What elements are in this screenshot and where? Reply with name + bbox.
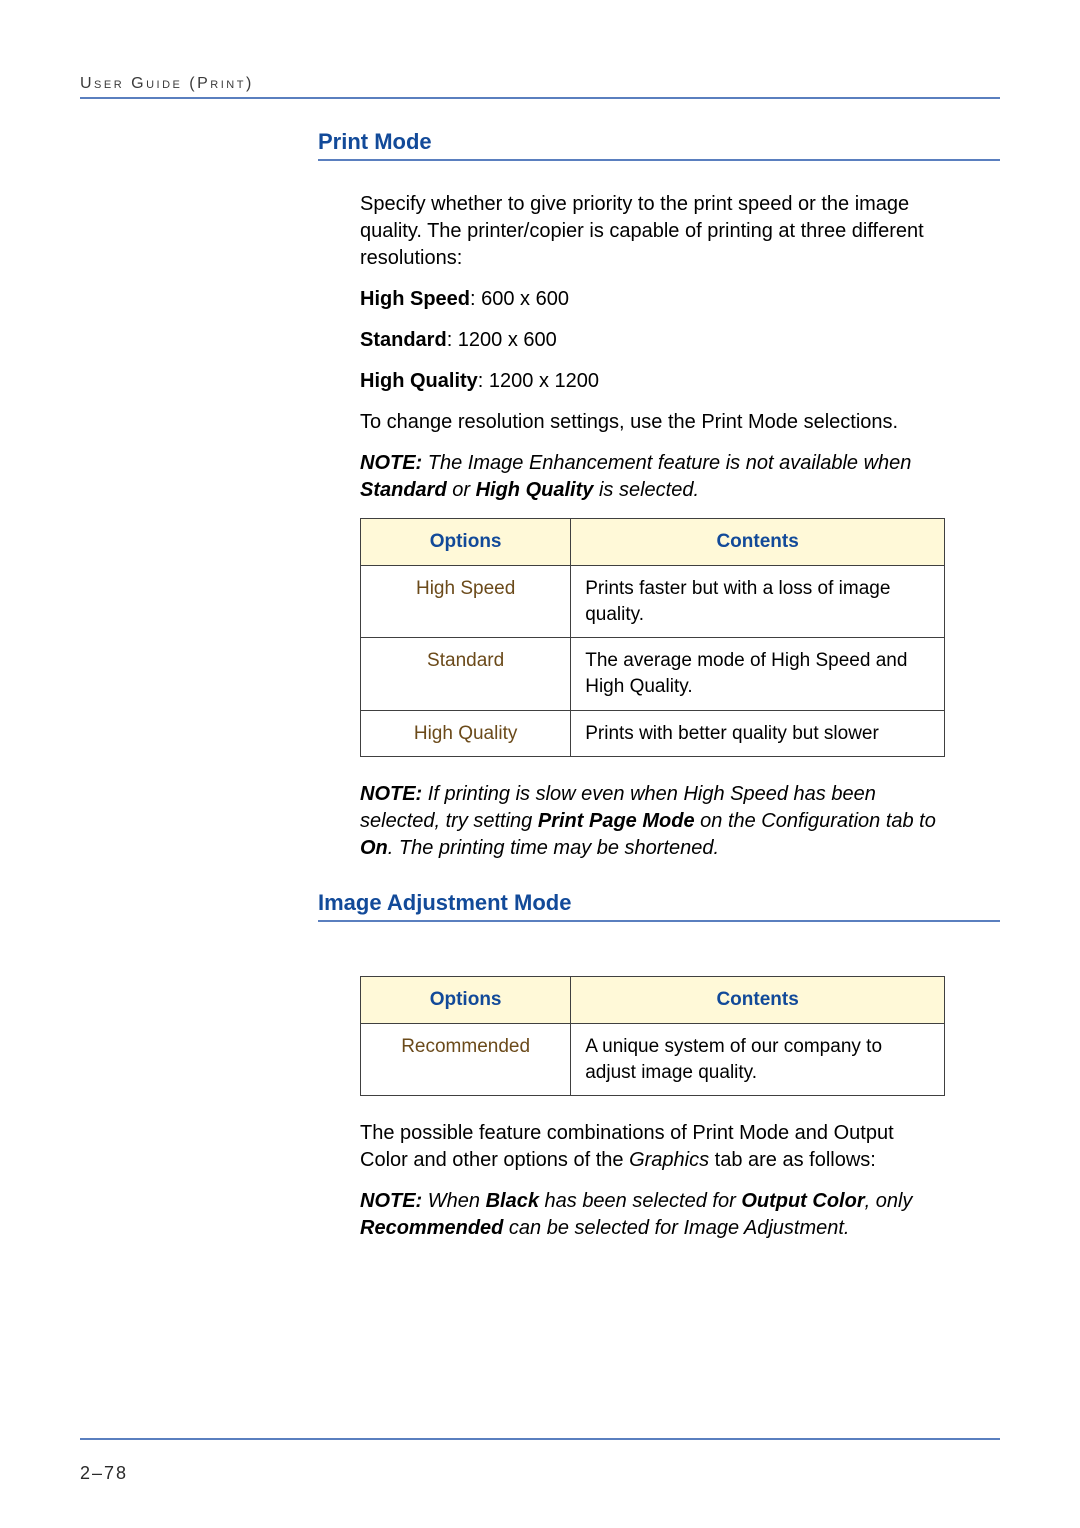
resolution-line: Standard: 1200 x 600 [360,327,945,354]
running-head: User Guide (Print) [80,75,1000,93]
combo-italic: Graphics [629,1149,709,1171]
th-contents: Contents [571,519,945,566]
note-strong: Black [486,1190,539,1212]
note-strong: Standard [360,479,447,501]
note-prefix: NOTE: [360,783,422,805]
section-print-mode: Print Mode [318,129,1000,161]
page-number: 2–78 [80,1463,128,1484]
note-text: is selected. [593,479,699,501]
print-mode-body: Specify whether to give priority to the … [360,191,945,862]
note-text: or [447,479,476,501]
print-mode-note-1: NOTE: The Image Enhancement feature is n… [360,450,945,504]
res-value: : 600 x 600 [470,288,569,310]
note-text: , only [865,1190,913,1212]
content-cell: Prints with better quality but slower [571,710,945,757]
table-header-row: Options Contents [361,519,945,566]
table-row: High Speed Prints faster but with a loss… [361,566,945,638]
opt-cell: Recommended [361,1024,571,1096]
th-options: Options [361,977,571,1024]
th-contents: Contents [571,977,945,1024]
image-adj-body: Options Contents Recommended A unique sy… [360,976,945,1242]
note-text: can be selected for Image Adjustment. [503,1217,849,1239]
content-cell: The average mode of High Speed and High … [571,638,945,710]
heading-print-mode: Print Mode [318,129,1000,161]
print-mode-intro: Specify whether to give priority to the … [360,191,945,272]
options-table: Options Contents High Speed Prints faste… [360,518,945,757]
print-mode-table: Options Contents High Speed Prints faste… [360,518,945,757]
table-header-row: Options Contents [361,977,945,1024]
content-cell: A unique system of our company to adjust… [571,1024,945,1096]
res-label: High Quality [360,370,478,392]
image-adj-note: NOTE: When Black has been selected for O… [360,1188,945,1242]
image-adj-table: Options Contents Recommended A unique sy… [360,976,945,1096]
opt-cell: High Quality [361,710,571,757]
page: User Guide (Print) Print Mode Specify wh… [0,0,1080,1528]
options-table: Options Contents Recommended A unique sy… [360,976,945,1096]
note-text: The Image Enhancement feature is not ava… [422,452,911,474]
res-value: : 1200 x 600 [447,329,557,351]
table-row: Recommended A unique system of our compa… [361,1024,945,1096]
res-label: High Speed [360,288,470,310]
res-value: : 1200 x 1200 [478,370,599,392]
footer-rule [80,1438,1000,1440]
combo-para: The possible feature combinations of Pri… [360,1120,945,1174]
running-head-paren: (Print) [189,75,254,92]
resolution-line: High Quality: 1200 x 1200 [360,368,945,395]
note-strong: Output Color [741,1190,864,1212]
change-resolution-line: To change resolution settings, use the P… [360,409,945,436]
opt-cell: Standard [361,638,571,710]
th-options: Options [361,519,571,566]
note-text: on the Configuration tab to [695,810,936,832]
note-strong: High Quality [476,479,594,501]
note-text: has been selected for [539,1190,741,1212]
resolution-line: High Speed: 600 x 600 [360,286,945,313]
note-strong: Recommended [360,1217,503,1239]
section-image-adjustment: Image Adjustment Mode [318,890,1000,922]
heading-image-adjustment: Image Adjustment Mode [318,890,1000,922]
note-text: . The printing time may be shortened. [388,837,719,859]
note-prefix: NOTE: [360,1190,422,1212]
top-rule [80,97,1000,99]
print-mode-note-2: NOTE: If printing is slow even when High… [360,781,945,862]
res-label: Standard [360,329,447,351]
running-head-main: User Guide [80,75,189,92]
note-strong: On [360,837,388,859]
content-cell: Prints faster but with a loss of image q… [571,566,945,638]
table-row: High Quality Prints with better quality … [361,710,945,757]
combo-text: tab are as follows: [709,1149,876,1171]
note-text: When [422,1190,485,1212]
opt-cell: High Speed [361,566,571,638]
note-strong: Print Page Mode [538,810,695,832]
table-row: Standard The average mode of High Speed … [361,638,945,710]
note-prefix: NOTE: [360,452,422,474]
